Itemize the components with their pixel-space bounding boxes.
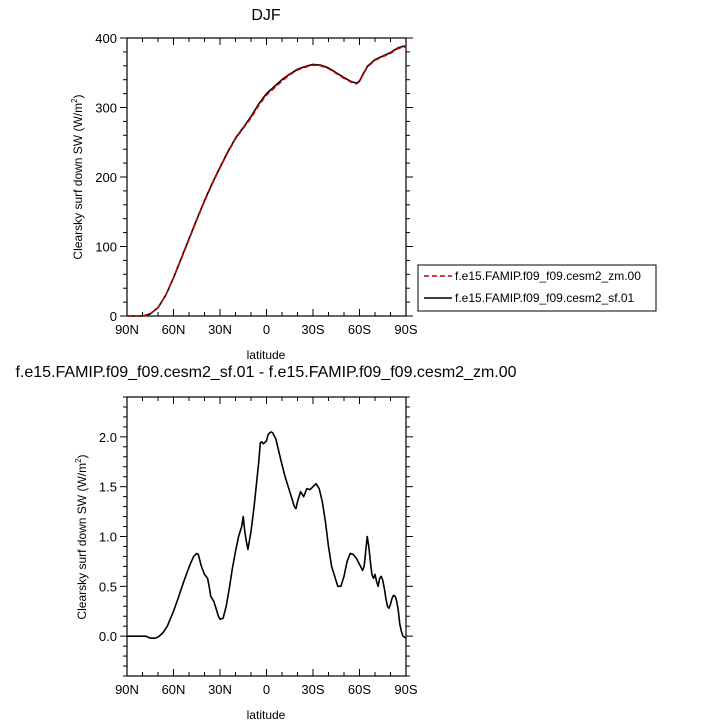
bottom-x-tick-label: 0 <box>263 682 270 697</box>
top-panel-title: DJF <box>251 7 281 24</box>
legend-label-sf01: f.e15.FAMIP.f09_f09.cesm2_sf.01 <box>455 291 635 305</box>
top-y-tick-label: 400 <box>95 31 117 46</box>
bottom-y-axis-label: Clearsky surf down SW (W/m2) <box>74 454 89 619</box>
legend-box <box>417 264 657 312</box>
top-x-tick-label: 0 <box>263 322 270 337</box>
bottom-x-tick-label: 30N <box>208 682 232 697</box>
top-panel: DJF 90N 60N 30N 0 30S 60S 90S 0 100 200 300 400 lat… <box>70 7 657 362</box>
top-plot-frame <box>126 37 407 317</box>
top-y-tick-label: 100 <box>95 240 117 255</box>
top-x-tick-label: 60S <box>348 322 371 337</box>
top-series-line-1 <box>127 45 406 317</box>
bottom-x-tick-label: 90S <box>394 682 417 697</box>
top-series-line-0 <box>127 46 406 317</box>
bottom-x-tick-label: 90N <box>115 682 139 697</box>
top-x-tick-label: 90S <box>394 322 417 337</box>
bottom-y-tick-label: 0.5 <box>99 579 117 594</box>
bottom-y-tick-label: 2.0 <box>99 430 117 445</box>
legend-label-zm00: f.e15.FAMIP.f09_f09.cesm2_zm.00 <box>455 269 641 283</box>
bottom-y-tick-label: 1.0 <box>99 530 117 545</box>
bottom-x-tick-label: 30S <box>301 682 324 697</box>
top-y-tick-label: 0 <box>110 309 117 324</box>
top-x-tick-label: 60N <box>162 322 186 337</box>
top-x-tick-label: 30N <box>208 322 232 337</box>
bottom-x-tick-label: 60N <box>162 682 186 697</box>
bottom-panel-title: f.e15.FAMIP.f09_f09.cesm2_sf.01 - f.e15.… <box>15 364 516 381</box>
top-y-axis-label: Clearsky surf down SW (W/m2) <box>70 94 85 259</box>
bottom-y-tick-label: 0.0 <box>99 629 117 644</box>
top-x-tick-label: 90N <box>115 322 139 337</box>
bottom-panel: f.e15.FAMIP.f09_f09.cesm2_sf.01 - f.e15.… <box>15 364 516 722</box>
top-x-tick-label: 30S <box>301 322 324 337</box>
legend: f.e15.FAMIP.f09_f09.cesm2_zm.00 f.e15.FA… <box>417 264 657 312</box>
bottom-x-tick-label: 60S <box>348 682 371 697</box>
top-y-tick-label: 200 <box>95 170 117 185</box>
top-y-tick-label: 300 <box>95 101 117 116</box>
bottom-series-line-0 <box>127 431 407 639</box>
top-x-axis-label: latitude <box>247 348 286 362</box>
bottom-x-axis-label: latitude <box>247 708 286 722</box>
bottom-y-tick-label: 1.5 <box>99 480 117 495</box>
